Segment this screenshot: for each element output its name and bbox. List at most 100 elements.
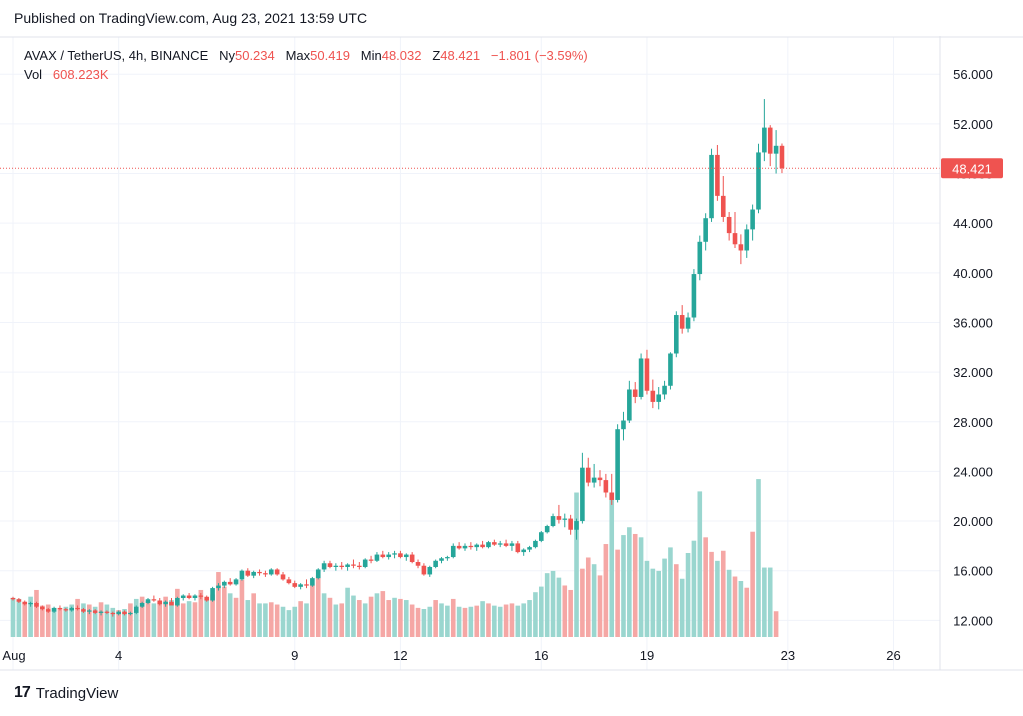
volume-bar: [286, 610, 292, 637]
candle: [750, 204, 755, 241]
candle-body: [621, 420, 626, 430]
candle-body: [122, 611, 127, 615]
candle-body: [674, 315, 679, 354]
volume-bar: [257, 603, 262, 637]
candle: [580, 452, 585, 524]
time-axis[interactable]: Aug 4 9 12 16 19 23 26: [2, 648, 900, 663]
volume-bar: [104, 604, 110, 637]
candle: [591, 463, 597, 488]
candle: [603, 473, 609, 498]
candle-body: [151, 599, 157, 601]
candle: [34, 601, 39, 608]
volume-bar: [627, 527, 632, 637]
volume-bar: [679, 578, 685, 637]
candle: [292, 580, 298, 589]
candle-body: [216, 585, 221, 589]
candle: [274, 568, 280, 576]
volume-bar: [315, 575, 321, 637]
legend-open-label: Ny: [219, 48, 235, 63]
legend-vol-label: Vol: [24, 67, 43, 82]
candle: [310, 576, 315, 587]
candle-body: [386, 554, 391, 558]
volume-bar: [709, 551, 714, 637]
candle: [515, 540, 521, 554]
candle-body: [703, 218, 708, 242]
volume-bar: [92, 606, 98, 637]
y-tick-label: 32.000: [953, 365, 993, 380]
candle: [656, 387, 661, 410]
candle-body: [380, 554, 386, 558]
volume-bar: [292, 606, 298, 637]
candle: [216, 583, 221, 591]
candle-body: [222, 581, 227, 586]
candle-body: [204, 596, 210, 601]
candle-body: [656, 394, 661, 402]
candle: [380, 550, 386, 559]
candle-body: [662, 385, 667, 395]
candle: [503, 539, 509, 548]
volume-bar: [427, 606, 433, 637]
candle-body: [274, 569, 280, 575]
price-axis[interactable]: 56.00052.00048.00044.00040.00036.00032.0…: [953, 67, 993, 628]
volume-bar: [632, 533, 638, 637]
candle: [615, 424, 620, 503]
candle-body: [169, 601, 174, 606]
candle-body: [492, 542, 497, 545]
candle-body: [773, 145, 779, 154]
candle-body: [650, 390, 656, 402]
candle-body: [632, 389, 638, 397]
volume-bar: [368, 596, 374, 637]
candle: [210, 586, 215, 602]
candle-body: [439, 558, 444, 561]
candle: [450, 543, 456, 559]
candle: [744, 224, 750, 258]
candle: [63, 607, 69, 612]
candle-body: [98, 611, 104, 613]
candle-body: [644, 358, 650, 391]
volume-bar: [644, 560, 650, 637]
candle-body: [392, 553, 397, 555]
candle: [521, 548, 526, 556]
candle: [627, 380, 632, 424]
x-tick-label: 19: [640, 648, 654, 663]
volume-bar: [151, 603, 157, 637]
volume-bar: [327, 597, 333, 637]
candle-body: [580, 467, 585, 522]
volume-bar: [268, 602, 274, 637]
volume-bar: [662, 558, 667, 637]
candle: [433, 559, 438, 569]
volume-bar: [351, 595, 356, 637]
volume-bar: [720, 550, 726, 637]
candle-body: [192, 595, 198, 599]
legend-high-value: 50.419: [310, 48, 350, 63]
volume-bar: [263, 603, 268, 637]
x-tick-label: 9: [291, 648, 298, 663]
x-tick-label: 26: [886, 648, 900, 663]
candle-body: [128, 612, 133, 615]
candle-body: [750, 209, 755, 230]
candle: [738, 234, 744, 265]
candle: [321, 560, 327, 572]
last-price-tag-text: 48.421: [952, 161, 992, 176]
candle-body: [732, 233, 738, 245]
volume-bar: [57, 609, 63, 637]
candle-body: [533, 540, 538, 548]
candle-body: [509, 543, 515, 546]
candle: [233, 578, 239, 586]
volume-bar: [180, 603, 186, 637]
candle: [175, 596, 180, 607]
candle-body: [403, 554, 409, 558]
candle-body: [585, 467, 591, 483]
volume-bar: [480, 601, 485, 637]
candle-body: [298, 584, 303, 587]
candle: [345, 563, 350, 571]
candle-body: [744, 229, 750, 251]
volume-bar: [227, 593, 233, 637]
candle: [533, 539, 538, 549]
volume-bar: [450, 598, 456, 637]
candle-body: [462, 545, 468, 549]
candle-body: [257, 571, 262, 574]
candle: [392, 550, 397, 559]
footer-brand[interactable]: 17 TradingView: [14, 684, 118, 702]
